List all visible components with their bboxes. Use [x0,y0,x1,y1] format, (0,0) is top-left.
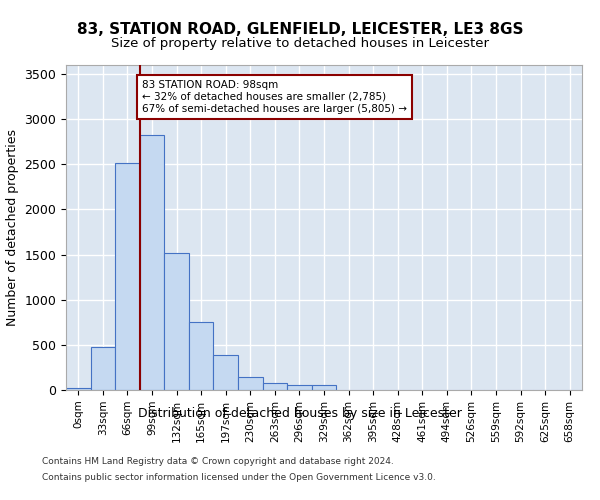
Y-axis label: Number of detached properties: Number of detached properties [6,129,19,326]
Text: 83 STATION ROAD: 98sqm
← 32% of detached houses are smaller (2,785)
67% of semi-: 83 STATION ROAD: 98sqm ← 32% of detached… [142,80,407,114]
Text: Contains public sector information licensed under the Open Government Licence v3: Contains public sector information licen… [42,472,436,482]
Bar [287,385,312,390]
Bar [263,383,287,390]
Text: Size of property relative to detached houses in Leicester: Size of property relative to detached ho… [111,38,489,51]
Bar [140,136,164,390]
Bar [312,385,336,390]
Bar [238,378,263,390]
Bar [91,346,115,390]
Text: Distribution of detached houses by size in Leicester: Distribution of detached houses by size … [138,408,462,420]
Bar [164,253,189,390]
Bar [66,388,91,390]
Bar [189,322,214,390]
Text: 83, STATION ROAD, GLENFIELD, LEICESTER, LE3 8GS: 83, STATION ROAD, GLENFIELD, LEICESTER, … [77,22,523,38]
Bar [214,355,238,390]
Text: Contains HM Land Registry data © Crown copyright and database right 2024.: Contains HM Land Registry data © Crown c… [42,458,394,466]
Bar [115,164,140,390]
